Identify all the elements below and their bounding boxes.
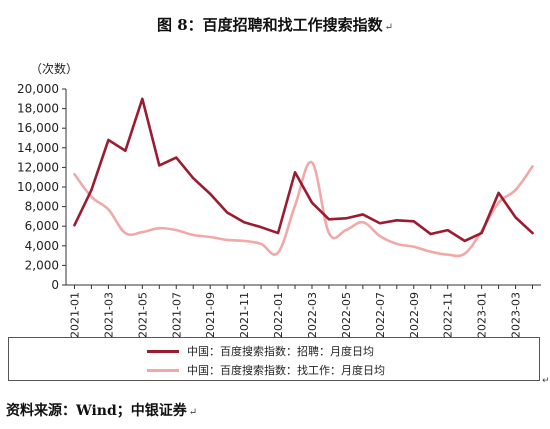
series-line-job-search: [73, 160, 534, 258]
x-tick-label: 2021-01: [68, 292, 81, 338]
x-axis: 2021-01 2021-03 2021-05 2021-07 2021-09 2021-…: [66, 284, 541, 338]
y-tick-label: 2,000: [25, 258, 59, 272]
y-tick-label: 6,000: [25, 219, 59, 233]
legend-paragraph-mark-icon: ↵: [542, 376, 550, 386]
y-tick-label: 14,000: [17, 141, 59, 155]
legend-item-recruitment: 中国：百度搜索指数：招聘：月度日均: [147, 342, 374, 360]
source-note: 资料来源：Wind；中银证券 ↵: [6, 400, 197, 420]
legend-item-job-search: 中国：百度搜索指数：找工作：月度日均: [147, 361, 385, 379]
figure-title: 图 8：百度招聘和找工作搜索指数 ↵: [0, 14, 550, 35]
paragraph-mark-icon: ↵: [384, 22, 394, 33]
y-tick-label: 4,000: [25, 239, 59, 253]
x-tick-label: 2021-03: [102, 292, 115, 338]
y-tick-label: 18,000: [17, 102, 59, 116]
x-tick-label: 2022-11: [442, 292, 455, 338]
y-tick-label: 8,000: [25, 200, 59, 214]
legend-label-job-search: 中国：百度搜索指数：找工作：月度日均: [187, 364, 385, 377]
y-tick-label: 12,000: [17, 160, 59, 174]
legend-label-recruitment: 中国：百度搜索指数：招聘：月度日均: [187, 345, 374, 358]
x-tick-label: 2022-05: [340, 292, 353, 338]
legend: 中国：百度搜索指数：招聘：月度日均 中国：百度搜索指数：找工作：月度日均: [8, 337, 540, 381]
y-tick-label: 10,000: [17, 180, 59, 194]
y-axis-label: （次数）: [30, 61, 78, 76]
x-tick-label: 2022-01: [272, 292, 285, 338]
source-paragraph-mark-icon: ↵: [188, 407, 198, 418]
x-tick-label: 2022-07: [374, 292, 387, 338]
y-tick-label: 20,000: [17, 82, 59, 96]
series-layer: [73, 97, 534, 258]
x-tick-label: 2021-05: [136, 292, 149, 338]
x-tick-label: 2022-03: [306, 292, 319, 338]
x-tick-label: 2021-09: [204, 292, 217, 338]
figure-title-text: 图 8：百度招聘和找工作搜索指数: [156, 16, 383, 34]
legend-swatch-job-search: [147, 368, 179, 372]
x-tick-label: 2023-01: [476, 292, 489, 338]
x-tick-label: 2021-11: [238, 292, 251, 338]
x-tick-label: 2022-09: [408, 292, 421, 338]
source-text: 资料来源：Wind；中银证券: [6, 403, 187, 419]
y-tick-label: 0: [51, 278, 59, 292]
x-tick-label: 2023-03: [510, 292, 523, 338]
y-tick-label: 16,000: [17, 121, 59, 135]
y-axis: 0 2,000 4,000 6,000 8,000 10,000 12,000 14,000 1…: [17, 82, 67, 292]
x-tick-label: 2021-07: [170, 292, 183, 338]
series-line-recruitment: [73, 97, 534, 243]
legend-swatch-recruitment: [147, 349, 179, 353]
